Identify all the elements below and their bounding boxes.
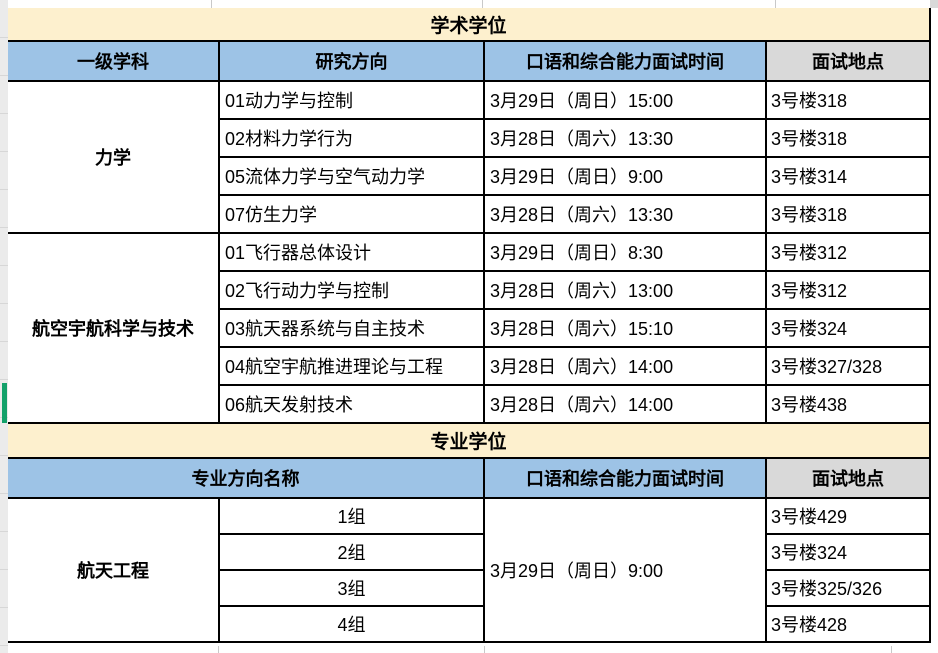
cell-time[interactable]: 3月29日（周日）9:00 [483, 156, 767, 196]
cell-group-name[interactable]: 3组 [218, 569, 485, 607]
table-row: 04航空宇航推进理论与工程 3月28日（周六）14:00 3号楼327/328 [8, 346, 932, 386]
cell-location[interactable]: 3号楼318 [764, 80, 932, 120]
cell-time[interactable]: 3月29日（周日）15:00 [483, 80, 767, 120]
cell-location[interactable]: 3号楼312 [764, 270, 932, 310]
cell-location[interactable]: 3号楼438 [764, 384, 932, 424]
cell-location[interactable]: 3号楼429 [764, 497, 932, 535]
sheet-corner-fill [930, 0, 938, 8]
sheet-gridline [211, 0, 212, 8]
table-row: 2组 3号楼324 [8, 533, 932, 571]
sheet-gridline [775, 0, 776, 8]
interview-schedule-table: 学术学位 一级学科 研究方向 口语和综合能力面试时间 面试地点 力学 01动力学… [8, 8, 932, 643]
cell-group-name[interactable]: 2组 [218, 533, 485, 571]
sheet-margin-strip [0, 0, 8, 653]
table-row: 航空宇航科学与技术 01飞行器总体设计 3月29日（周日）8:30 3号楼312 [8, 232, 932, 424]
header-research-direction[interactable]: 研究方向 [218, 40, 485, 82]
cell-direction[interactable]: 03航天器系统与自主技术 [218, 308, 485, 348]
cell-location[interactable]: 3号楼312 [764, 232, 932, 272]
cell-group-name[interactable]: 1组 [218, 497, 485, 535]
cell-location[interactable]: 3号楼314 [764, 156, 932, 196]
sheet-gridline [484, 646, 485, 653]
header-professional-direction[interactable]: 专业方向名称 [8, 457, 485, 499]
section-band-academic[interactable]: 学术学位 [8, 8, 932, 42]
table-row: 航天工程 1组 3月29日（周日）9:00 3号楼429 [8, 497, 932, 643]
cell-time[interactable]: 3月28日（周六）15:10 [483, 308, 767, 348]
table-row: 03航天器系统与自主技术 3月28日（周六）15:10 3号楼324 [8, 308, 932, 348]
cell-group-name[interactable]: 4组 [218, 605, 485, 643]
cell-location[interactable]: 3号楼318 [764, 118, 932, 158]
table-row: 07仿生力学 3月28日（周六）13:30 3号楼318 [8, 194, 932, 234]
cell-time[interactable]: 3月28日（周六）14:00 [483, 346, 767, 386]
header-interview-time[interactable]: 口语和综合能力面试时间 [483, 40, 767, 82]
cell-direction[interactable]: 01飞行器总体设计 [218, 232, 485, 272]
selection-accent-bar [2, 383, 7, 423]
header-interview-time[interactable]: 口语和综合能力面试时间 [483, 457, 767, 499]
cell-time[interactable]: 3月29日（周日）8:30 [483, 232, 767, 272]
cell-location[interactable]: 3号楼318 [764, 194, 932, 234]
table-row: 05流体力学与空气动力学 3月29日（周日）9:00 3号楼314 [8, 156, 932, 196]
cell-direction[interactable]: 05流体力学与空气动力学 [218, 156, 485, 196]
header-first-level-discipline[interactable]: 一级学科 [8, 40, 220, 82]
cell-location[interactable]: 3号楼327/328 [764, 346, 932, 386]
table-row: 02材料力学行为 3月28日（周六）13:30 3号楼318 [8, 118, 932, 158]
sheet-gridline [891, 646, 892, 653]
cell-discipline-space-engineering[interactable]: 航天工程 [8, 497, 220, 643]
header-interview-location[interactable]: 面试地点 [764, 457, 932, 499]
cell-location[interactable]: 3号楼325/326 [764, 569, 932, 607]
cell-discipline-mechanics[interactable]: 力学 [8, 80, 220, 234]
header-interview-location[interactable]: 面试地点 [764, 40, 932, 82]
table-row: 06航天发射技术 3月28日（周六）14:00 3号楼438 [8, 384, 932, 424]
table-row: 3组 3号楼325/326 [8, 569, 932, 607]
table-row: 力学 01动力学与控制 3月29日（周日）15:00 3号楼318 [8, 80, 932, 234]
cell-direction[interactable]: 06航天发射技术 [218, 384, 485, 424]
sheet-gridline [482, 0, 483, 8]
cell-time[interactable]: 3月28日（周六）13:30 [483, 194, 767, 234]
cell-time-merged[interactable]: 3月29日（周日）9:00 [483, 497, 767, 643]
cell-direction[interactable]: 02材料力学行为 [218, 118, 485, 158]
cell-discipline-aerospace[interactable]: 航空宇航科学与技术 [8, 232, 220, 424]
cell-time[interactable]: 3月28日（周六）13:00 [483, 270, 767, 310]
table-row: 4组 3号楼428 [8, 605, 932, 643]
section-band-professional[interactable]: 专业学位 [8, 422, 932, 459]
cell-direction[interactable]: 02飞行动力学与控制 [218, 270, 485, 310]
cell-time[interactable]: 3月28日（周六）13:30 [483, 118, 767, 158]
cell-direction[interactable]: 07仿生力学 [218, 194, 485, 234]
cell-location[interactable]: 3号楼428 [764, 605, 932, 643]
sheet-gridline [218, 646, 219, 653]
cell-direction[interactable]: 04航空宇航推进理论与工程 [218, 346, 485, 386]
cell-location[interactable]: 3号楼324 [764, 533, 932, 571]
cell-time[interactable]: 3月28日（周六）14:00 [483, 384, 767, 424]
cell-location[interactable]: 3号楼324 [764, 308, 932, 348]
cell-direction[interactable]: 01动力学与控制 [218, 80, 485, 120]
table-row: 02飞行动力学与控制 3月28日（周六）13:00 3号楼312 [8, 270, 932, 310]
